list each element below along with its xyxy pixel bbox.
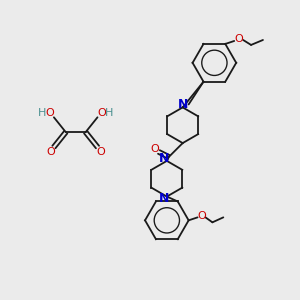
Text: H: H xyxy=(38,108,46,118)
Text: O: O xyxy=(151,144,159,154)
Text: O: O xyxy=(46,147,55,157)
Text: O: O xyxy=(197,212,206,221)
Text: N: N xyxy=(159,152,169,165)
Text: N: N xyxy=(159,192,169,205)
Text: H: H xyxy=(105,108,114,118)
Text: O: O xyxy=(96,147,105,157)
Text: N: N xyxy=(178,98,188,111)
Text: O: O xyxy=(46,108,54,118)
Text: O: O xyxy=(97,108,106,118)
Text: O: O xyxy=(235,34,244,44)
